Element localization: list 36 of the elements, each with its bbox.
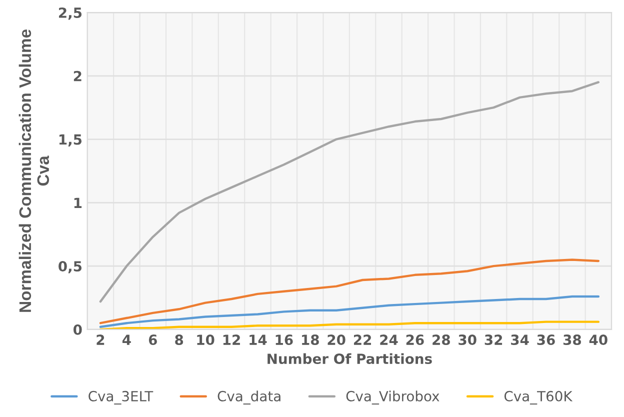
legend-label: Cva_3ELT xyxy=(88,390,154,404)
x-tick-label: 18 xyxy=(302,334,319,346)
x-tick-label: 36 xyxy=(537,334,555,346)
x-tick-label: 12 xyxy=(223,334,240,345)
line-series xyxy=(99,295,600,328)
line-series xyxy=(99,258,600,324)
legend-label: Cva_T60K xyxy=(504,390,573,404)
x-tick-label: 24 xyxy=(380,334,398,345)
x-tick-label: 16 xyxy=(276,334,293,346)
x-tick-label: 26 xyxy=(406,334,424,346)
x-tick-label: 32 xyxy=(484,334,502,346)
y-tick-label: 2 xyxy=(74,70,82,82)
legend-label: Cva_Vibrobox xyxy=(346,390,440,404)
y-axis-title: Normalized Communication Volume Cva xyxy=(18,30,50,312)
line-series xyxy=(99,320,600,330)
x-tick-label: 2 xyxy=(96,334,104,345)
x-tick-label: 30 xyxy=(458,334,476,346)
legend-label: Cva_data xyxy=(218,390,280,404)
x-tick-label: 14 xyxy=(250,334,267,345)
y-tick-label: 2,5 xyxy=(58,7,82,20)
y-tick-label: 1,5 xyxy=(59,134,82,147)
x-tick-label: 22 xyxy=(354,334,371,345)
x-tick-label: 8 xyxy=(175,334,184,346)
y-tick-label: 0 xyxy=(74,324,82,335)
x-axis-title: Number Of Partitions xyxy=(268,353,432,364)
x-tick-label: 34 xyxy=(511,334,529,346)
y-tick-label: 1 xyxy=(74,198,82,208)
x-tick-label: 20 xyxy=(328,334,346,346)
y-tick-label: 0,5 xyxy=(58,261,82,274)
x-tick-label: 4 xyxy=(122,334,131,345)
x-tick-label: 6 xyxy=(148,334,157,346)
x-tick-label: 28 xyxy=(432,334,450,346)
x-tick-label: 40 xyxy=(589,334,608,346)
line-series xyxy=(99,81,600,303)
x-tick-label: 38 xyxy=(563,334,582,346)
x-tick-label: 10 xyxy=(197,334,214,346)
